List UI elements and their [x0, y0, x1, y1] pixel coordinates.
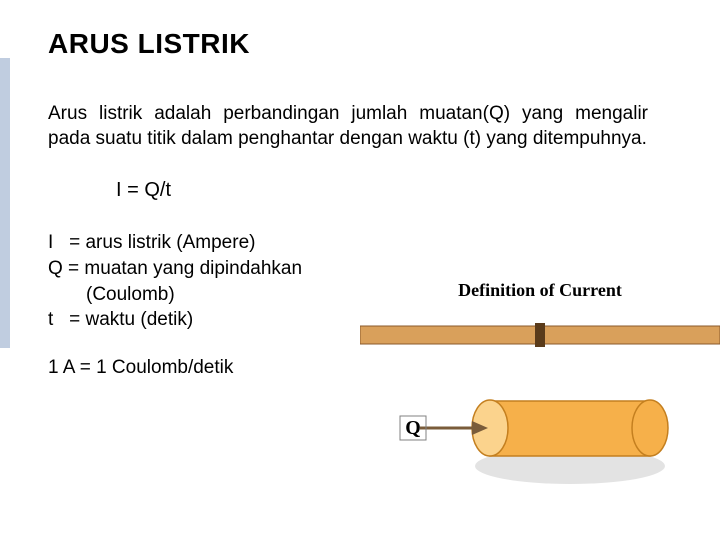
cylinder-body [490, 401, 650, 456]
slide-container: ARUS LISTRIK Arus listrik adalah perband… [0, 0, 720, 540]
q-label: Q [405, 417, 421, 439]
def-line-q: Q = muatan yang dipindahkan [48, 256, 682, 282]
cross-section-marker [535, 323, 545, 347]
diagram-svg: Q [360, 311, 720, 511]
def-line-i: I = arus listrik (Ampere) [48, 230, 682, 256]
formula-text: I = Q/t [116, 179, 682, 202]
cylinder-right-cap [632, 400, 668, 456]
page-title: ARUS LISTRIK [48, 28, 682, 60]
diagram-title: Definition of Current [360, 280, 720, 301]
description-text: Arus listrik adalah perbandingan jumlah … [48, 102, 648, 151]
current-diagram: Definition of Current Q [360, 280, 720, 520]
